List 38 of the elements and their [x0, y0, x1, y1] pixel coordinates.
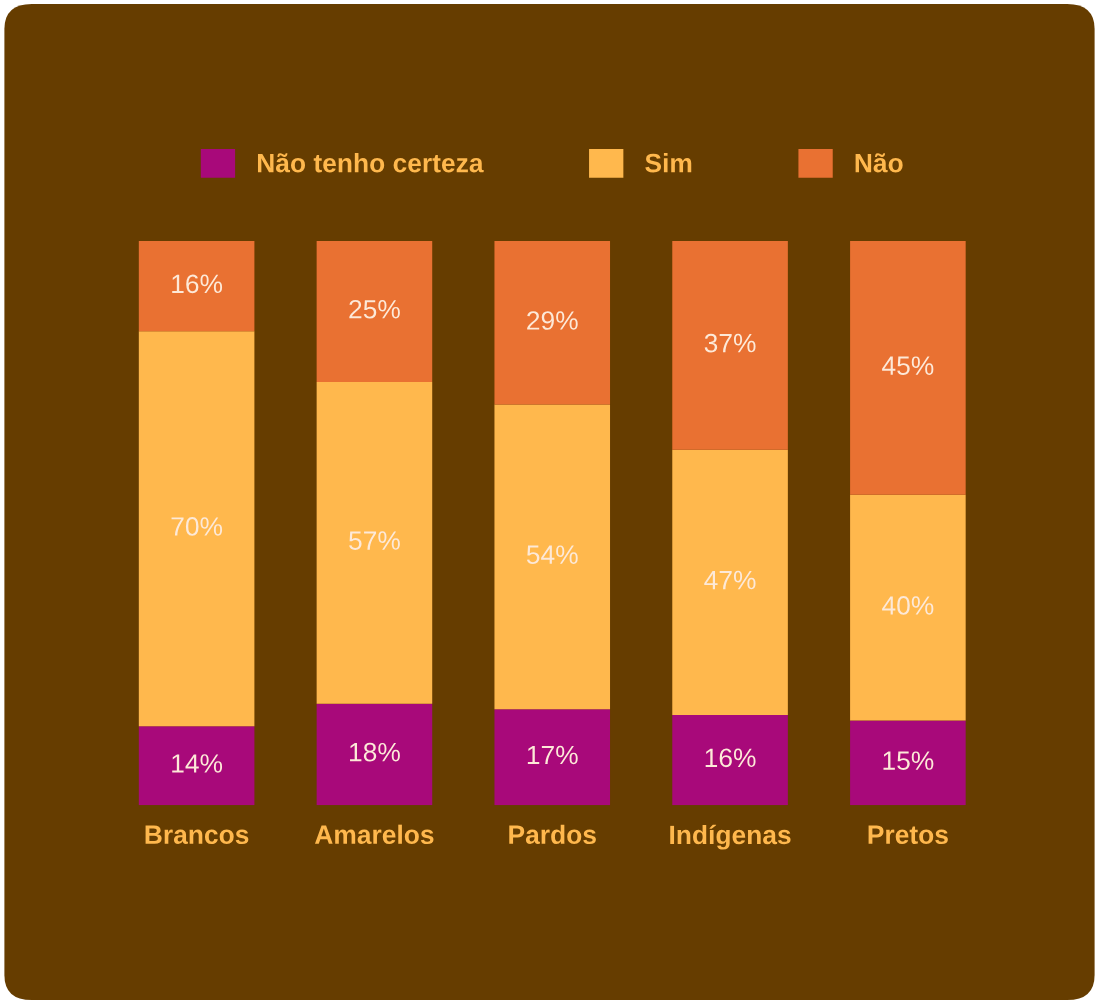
legend-label: Não tenho certeza: [257, 153, 484, 173]
bar: [494, 240, 611, 405]
bar: [316, 240, 433, 383]
data-label: 70%: [171, 517, 223, 536]
data-label: 47%: [704, 570, 756, 590]
data-label: 16%: [705, 748, 756, 768]
bar: [850, 240, 966, 495]
bar: [850, 720, 966, 806]
x-tick-label: Pretos: [868, 825, 948, 845]
bar: [494, 709, 611, 806]
data-label: 15%: [883, 751, 934, 770]
data-label: 45%: [882, 356, 934, 375]
legend-label: Não: [855, 153, 903, 173]
bar: [850, 494, 966, 721]
data-label: 57%: [349, 531, 400, 550]
bar: [672, 449, 788, 715]
data-label: 29%: [527, 311, 578, 330]
bar: [138, 240, 255, 332]
data-label: 54%: [526, 545, 578, 565]
x-tick-label: Indígenas: [670, 824, 791, 850]
bar: [672, 714, 788, 806]
bar: [672, 240, 788, 450]
bar: [138, 331, 255, 727]
x-tick-label: Pardos: [509, 824, 596, 845]
x-tick-label: Amarelos: [314, 824, 434, 845]
bar: [494, 404, 611, 710]
data-label: 18%: [350, 742, 400, 762]
data-label: 14%: [172, 754, 223, 773]
data-label: 37%: [704, 333, 756, 353]
bar: [138, 726, 255, 806]
data-label: 17%: [527, 745, 578, 765]
data-label: 25%: [349, 299, 400, 319]
x-tick-label: Brancos: [145, 825, 249, 845]
data-label: 16%: [172, 274, 223, 294]
bar: [316, 703, 433, 806]
bar: [316, 382, 433, 704]
legend-label: Sim: [645, 153, 692, 173]
data-label: 40%: [882, 596, 934, 615]
